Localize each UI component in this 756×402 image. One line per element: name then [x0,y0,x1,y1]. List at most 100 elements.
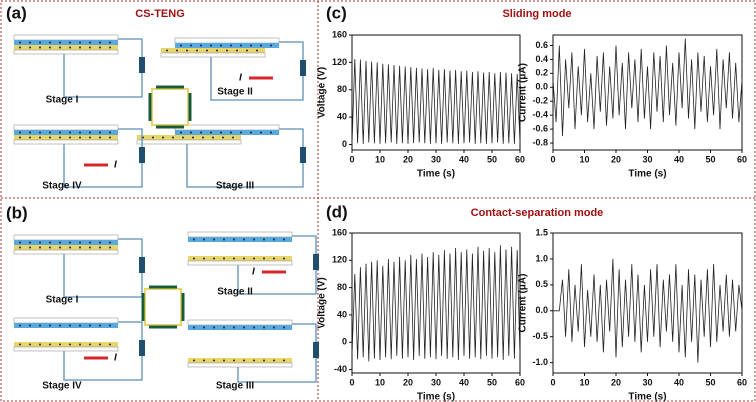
charge [39,246,41,249]
electrode [13,249,119,255]
charge [79,241,81,244]
electrode [188,358,292,363]
charge [283,257,285,260]
electrode [187,362,293,368]
charge [176,49,178,52]
stage-label: Stage III [216,181,255,192]
x-tick-label: 0 [550,377,555,387]
charge [213,359,215,362]
y-tick-label: 40 [337,309,347,319]
charge [39,343,41,346]
charge [89,46,91,49]
y-tick-label: 40 [337,112,347,122]
charge [223,257,225,260]
charge [210,131,212,134]
charge [180,44,182,47]
charge [19,136,21,139]
electrode [13,34,119,41]
charge [99,241,101,244]
x-tick-label: 20 [611,377,621,387]
charge [89,131,91,134]
charge [99,343,101,346]
y-tick-label: 80 [337,84,347,94]
panel-label: (c) [326,3,347,22]
x-tick-label: 40 [674,377,684,387]
charge [180,131,182,134]
charge [69,241,71,244]
charge [39,46,41,49]
charge [253,238,255,241]
y-tick-label: 0.2 [535,68,548,78]
electrode [187,231,293,238]
charge [69,46,71,49]
x-tick-label: 30 [642,377,652,387]
charge [283,359,285,362]
charge [223,359,225,362]
charge [109,41,111,44]
stage-label: Stage I [46,295,79,306]
charge [69,136,71,139]
x-axis-label: Time (s) [417,392,455,402]
x-tick-label: 0 [349,377,354,387]
charge [190,131,192,134]
charge [273,257,275,260]
charge [109,136,111,139]
charge [19,324,21,327]
charge [190,44,192,47]
x-tick-label: 60 [737,154,747,164]
signal [553,258,743,363]
charge [162,136,164,139]
charge [212,136,214,139]
stage-label: Stage IV [42,381,82,392]
charge [99,46,101,49]
y-axis-label: Voltage (V) [317,277,328,328]
charge [89,343,91,346]
charge [99,324,101,327]
y-tick-label: 80 [337,282,347,292]
panel-title: Contact-separation mode [471,207,604,219]
panel-label: (d) [326,202,348,221]
charge [59,343,61,346]
charge [49,46,51,49]
charge [89,246,91,249]
electrode [13,234,119,241]
charge [273,238,275,241]
wire [210,41,304,101]
charge [29,246,31,249]
signal [351,245,521,362]
y-tick-label: 0.5 [535,279,548,289]
x-tick-label: 40 [674,154,684,164]
electrode [13,346,119,352]
charge [226,49,228,52]
electrode [137,135,241,140]
wire [237,323,317,383]
charge [263,359,265,362]
charge [273,359,275,362]
charge [203,238,205,241]
charge [69,246,71,249]
charge [283,238,285,241]
charge [39,324,41,327]
x-tick-label: 20 [611,154,621,164]
load [139,340,145,356]
charge [233,326,235,329]
panel-label: (b) [6,203,28,222]
charge [233,257,235,260]
wire [237,235,317,295]
charge [79,41,81,44]
electrode [161,48,265,53]
charge [270,131,272,134]
charge [223,238,225,241]
electrode [14,245,118,250]
y-tick-label: 0 [342,139,347,149]
y-axis-label: Voltage (V) [317,67,328,118]
x-tick-label: 60 [515,154,525,164]
y-tick-label: -0.4 [532,110,548,120]
charge [49,41,51,44]
charge [240,131,242,134]
x-tick-label: 50 [705,154,715,164]
charge [232,136,234,139]
electrode [14,45,118,50]
y-tick-label: 160 [332,227,347,237]
charge [99,131,101,134]
